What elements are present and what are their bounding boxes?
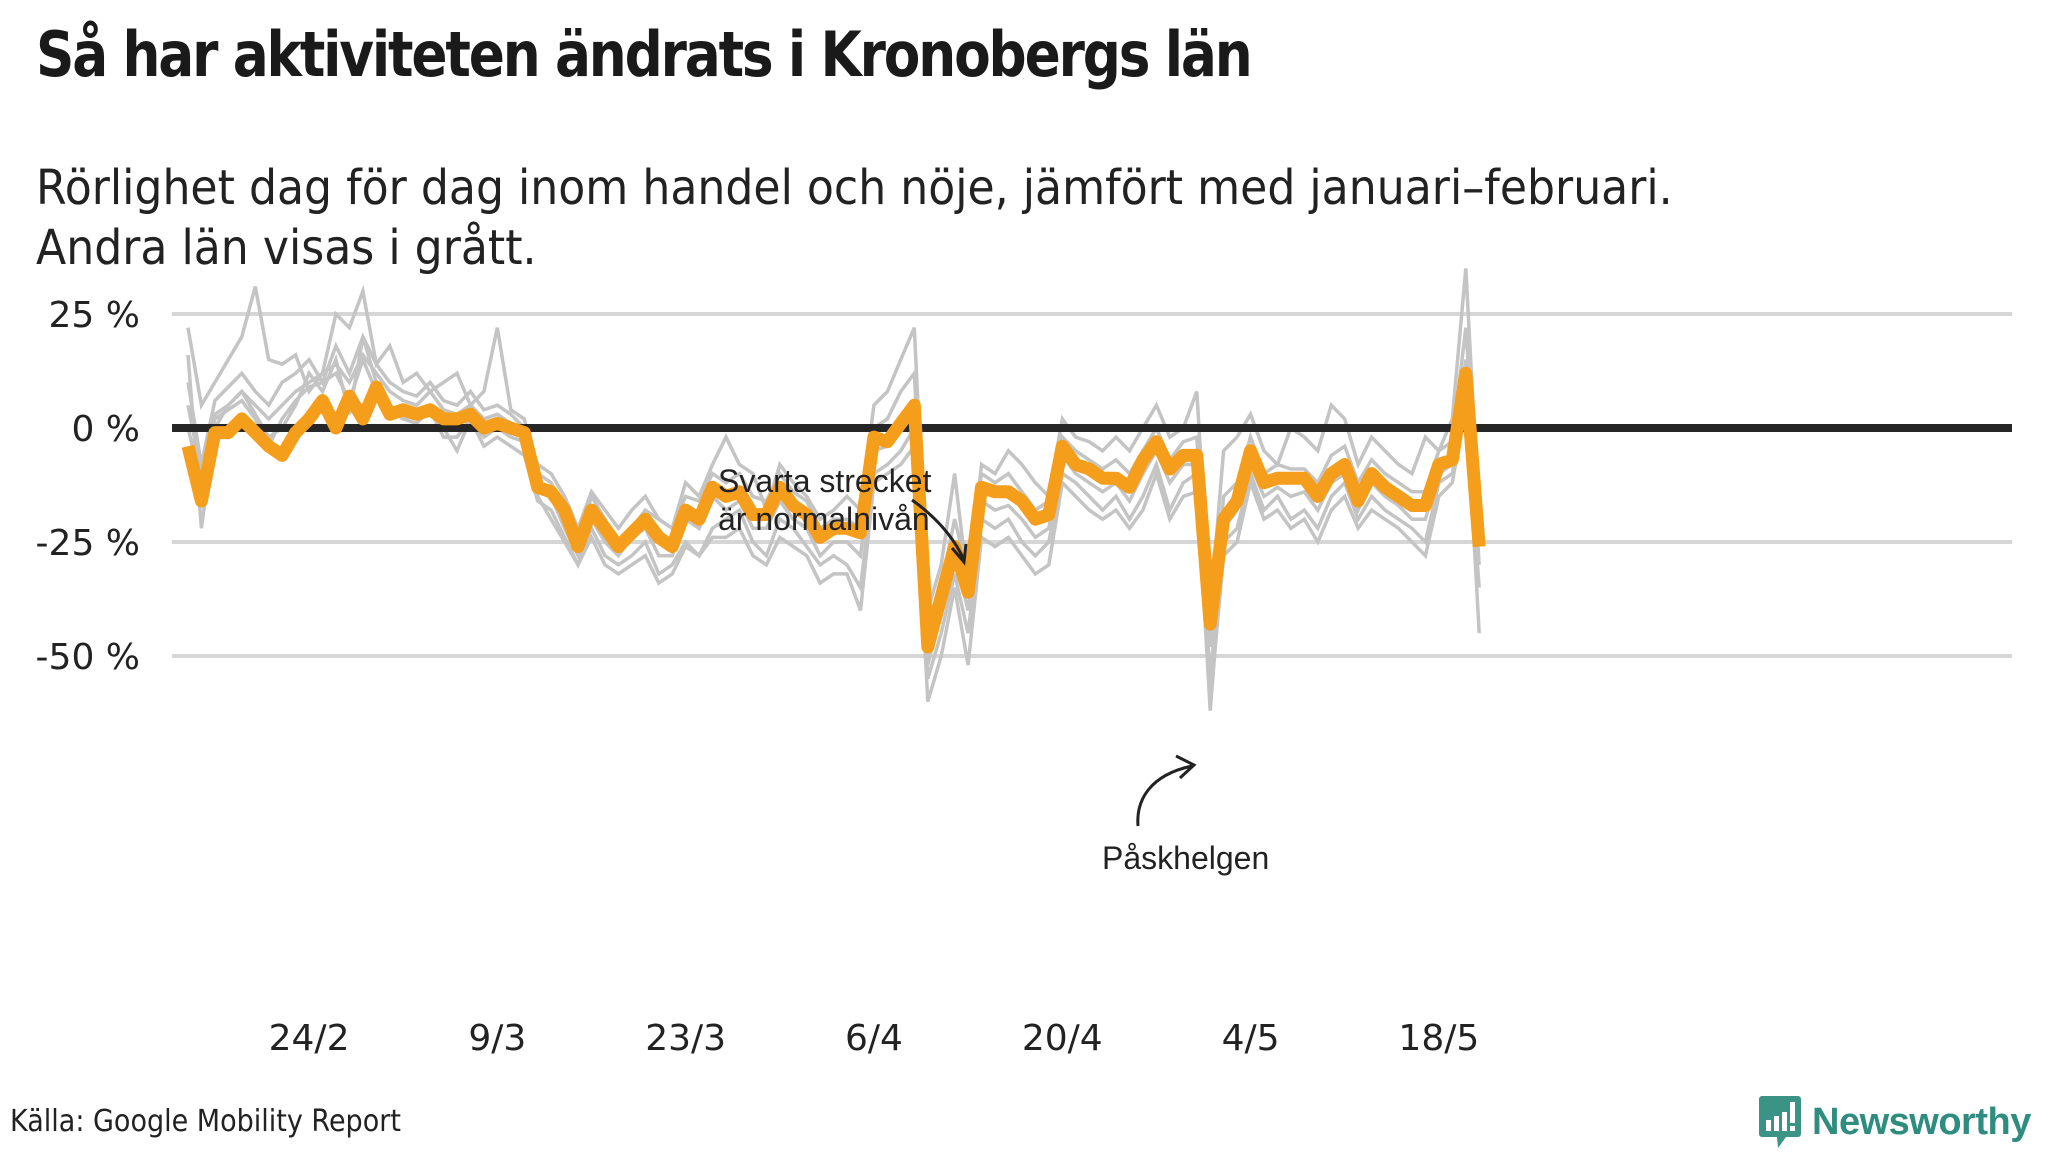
y-tick-label: 25 % — [49, 295, 140, 336]
gridlines — [172, 312, 2012, 658]
highlight-line-layer — [181, 366, 1486, 654]
chart-title: Så har aktiviteten ändrats i Kronobergs … — [36, 18, 1253, 91]
series-line-other-county — [186, 354, 1481, 703]
source-note: Källa: Google Mobility Report — [10, 1104, 401, 1139]
y-tick-label: -50 % — [36, 637, 140, 678]
annotation-easter-arrow-icon — [1136, 754, 1197, 827]
annotation-easter: Påskhelgen — [1102, 840, 1269, 876]
x-axis-ticks: 24/2 9/3 23/3 6/4 20/4 4/5 18/5 — [269, 1018, 1480, 1059]
y-axis-ticks: 25 % 0 % -25 % -50 % — [36, 295, 140, 678]
other-counties-lines — [186, 268, 1481, 711]
series-line-other-county — [186, 351, 1481, 679]
x-tick-label: 9/3 — [468, 1018, 526, 1059]
subtitle-line-1: Rörlighet dag för dag inom handel och nö… — [36, 160, 1673, 216]
x-tick-label: 20/4 — [1022, 1018, 1103, 1059]
annotation-normal-level-arrow-icon — [911, 498, 968, 566]
subtitle-line-2: Andra län visas i grått. — [36, 220, 537, 276]
series-line-kronoberg — [181, 366, 1486, 654]
y-tick-label: -25 % — [36, 523, 140, 564]
series-line-other-county — [186, 268, 1481, 611]
annotation-normal-level-line1: Svarta strecket — [718, 463, 932, 499]
y-tick-label: 0 % — [71, 409, 140, 450]
x-tick-label: 6/4 — [845, 1018, 903, 1059]
x-tick-label: 24/2 — [269, 1018, 350, 1059]
newsworthy-logo: Newsworthy — [1758, 1094, 2031, 1150]
x-tick-label: 4/5 — [1222, 1018, 1280, 1059]
bar-chart-speech-bubble-icon — [1759, 1096, 1801, 1148]
x-tick-label: 18/5 — [1398, 1018, 1479, 1059]
chart-subtitle: Rörlighet dag för dag inom handel och nö… — [36, 158, 1673, 278]
annotation-normal-level-line2: är normalnivån — [718, 501, 930, 537]
x-tick-label: 23/3 — [645, 1018, 726, 1059]
annotations: Svarta strecket är normalnivån Påskhelge… — [718, 463, 1272, 879]
brand-name: Newsworthy — [1812, 1100, 2031, 1143]
